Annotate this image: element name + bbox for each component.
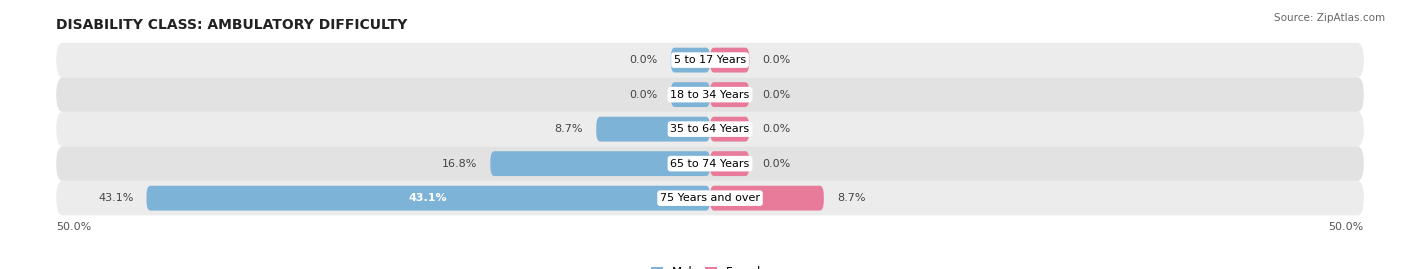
Text: 0.0%: 0.0% (762, 124, 790, 134)
Text: DISABILITY CLASS: AMBULATORY DIFFICULTY: DISABILITY CLASS: AMBULATORY DIFFICULTY (56, 18, 408, 32)
Text: 18 to 34 Years: 18 to 34 Years (671, 90, 749, 100)
Text: Source: ZipAtlas.com: Source: ZipAtlas.com (1274, 13, 1385, 23)
Text: 43.1%: 43.1% (98, 193, 134, 203)
FancyBboxPatch shape (710, 48, 749, 73)
Text: 0.0%: 0.0% (762, 90, 790, 100)
Text: 75 Years and over: 75 Years and over (659, 193, 761, 203)
Text: 50.0%: 50.0% (1329, 222, 1364, 232)
Text: 8.7%: 8.7% (555, 124, 583, 134)
Text: 5 to 17 Years: 5 to 17 Years (673, 55, 747, 65)
FancyBboxPatch shape (56, 146, 1364, 181)
Text: 0.0%: 0.0% (630, 90, 658, 100)
Text: 50.0%: 50.0% (56, 222, 91, 232)
FancyBboxPatch shape (56, 77, 1364, 112)
FancyBboxPatch shape (710, 117, 749, 141)
Text: 0.0%: 0.0% (762, 159, 790, 169)
Text: 0.0%: 0.0% (762, 55, 790, 65)
Text: 43.1%: 43.1% (409, 193, 447, 203)
Text: 16.8%: 16.8% (441, 159, 477, 169)
Text: 0.0%: 0.0% (630, 55, 658, 65)
FancyBboxPatch shape (710, 82, 749, 107)
FancyBboxPatch shape (56, 112, 1364, 146)
Text: 65 to 74 Years: 65 to 74 Years (671, 159, 749, 169)
FancyBboxPatch shape (56, 43, 1364, 77)
FancyBboxPatch shape (710, 151, 749, 176)
FancyBboxPatch shape (596, 117, 710, 141)
Legend: Male, Female: Male, Female (647, 262, 773, 269)
Text: 8.7%: 8.7% (837, 193, 865, 203)
Text: 35 to 64 Years: 35 to 64 Years (671, 124, 749, 134)
FancyBboxPatch shape (491, 151, 710, 176)
FancyBboxPatch shape (56, 181, 1364, 215)
FancyBboxPatch shape (671, 82, 710, 107)
FancyBboxPatch shape (671, 48, 710, 73)
FancyBboxPatch shape (710, 186, 824, 211)
FancyBboxPatch shape (146, 186, 710, 211)
